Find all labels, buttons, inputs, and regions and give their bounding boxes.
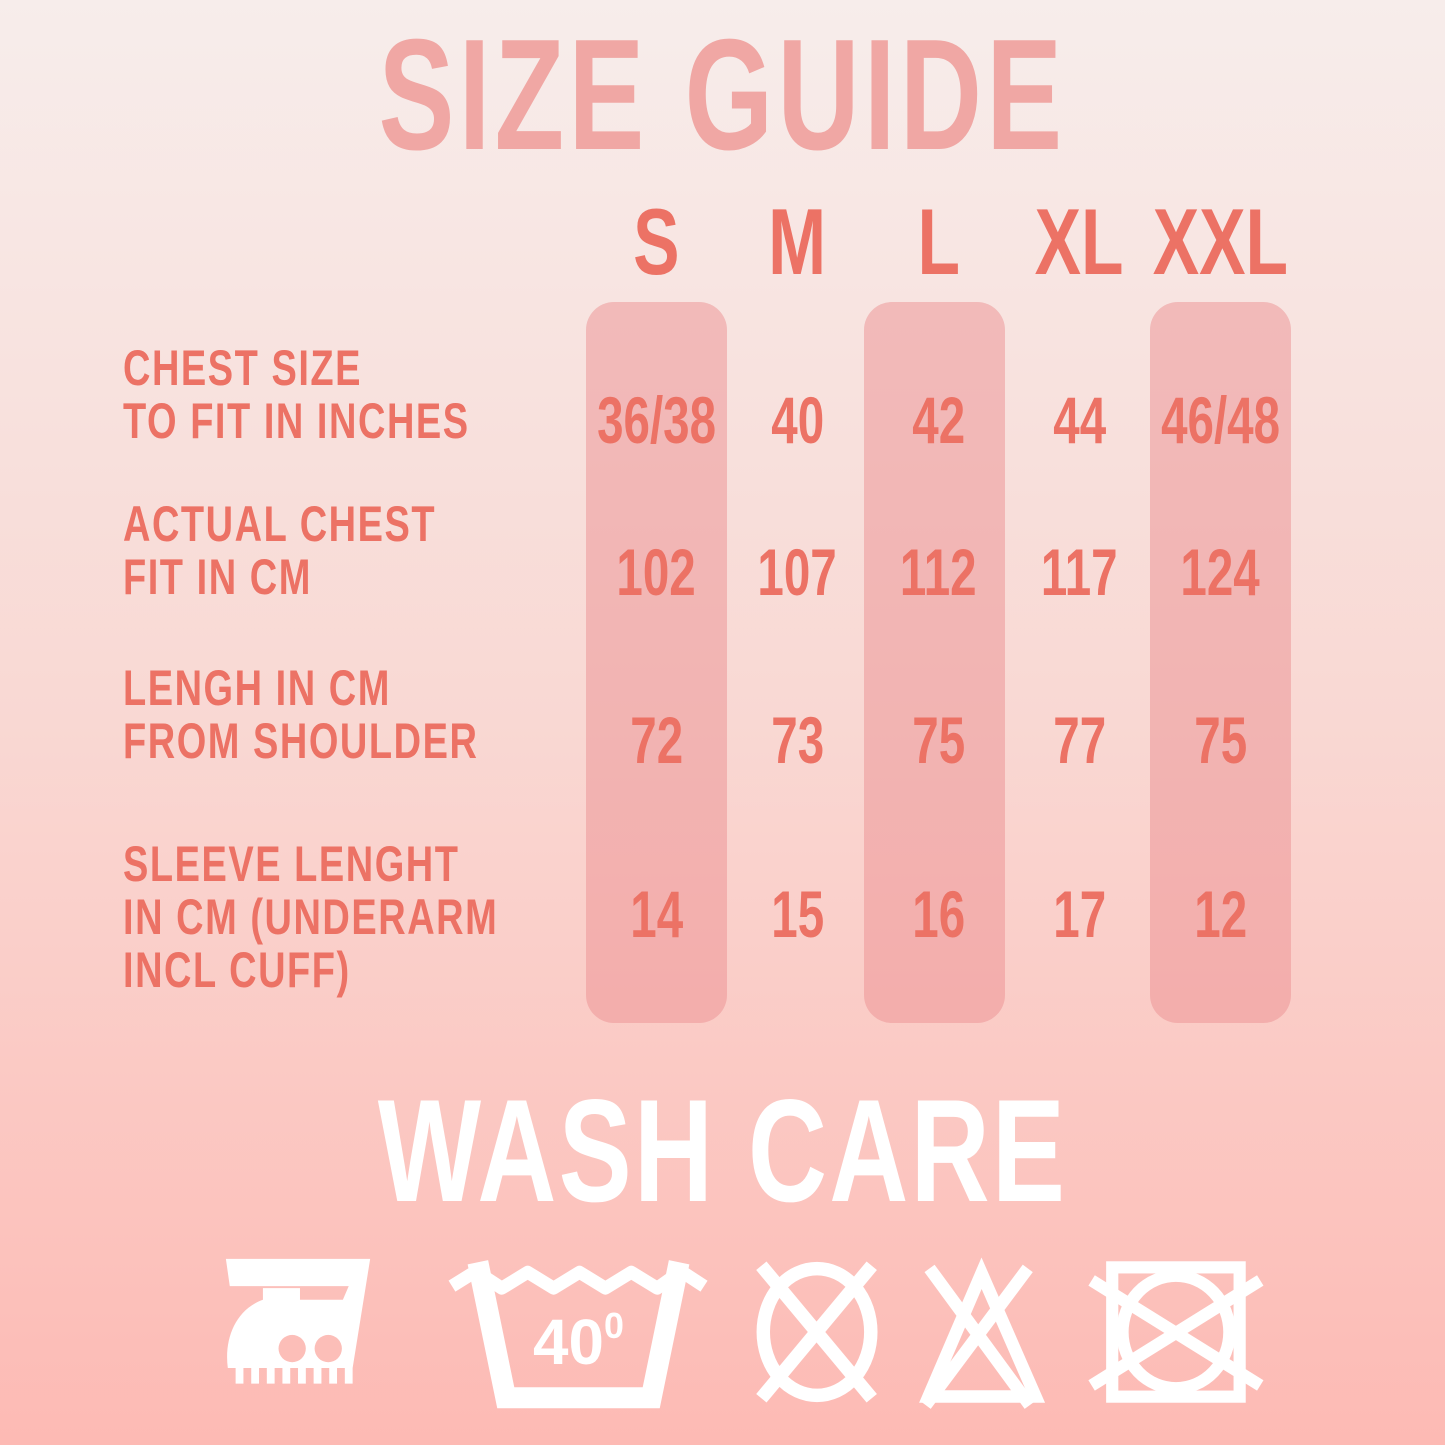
table-row-actual-chest-cm: 102 107 112 117 124 (586, 535, 1291, 609)
wash-temperature: 40 (533, 1306, 604, 1378)
table-cell: 46/48 (1161, 383, 1280, 457)
table-cell: 75 (912, 703, 965, 777)
size-header-m: M (768, 189, 827, 294)
table-cell: 73 (771, 703, 824, 777)
column-highlight-band-xxl (1150, 302, 1291, 1023)
row-label-actual-chest-cm: ACTUAL CHEST FIT IN CM (123, 496, 437, 605)
table-cell: 112 (900, 535, 977, 609)
table-cell: 17 (1053, 877, 1106, 951)
table-cell: 36/38 (597, 383, 716, 457)
table-cell: 40 (771, 383, 824, 457)
table-cell: 42 (912, 383, 965, 457)
table-cell: 16 (912, 877, 965, 951)
size-header-row: S M L XL XXL (586, 189, 1291, 294)
iron-icon (205, 1253, 393, 1409)
table-cell: 44 (1053, 383, 1106, 457)
size-header-xl: XL (1035, 189, 1124, 294)
svg-text:400: 400 (533, 1306, 624, 1378)
table-cell: 75 (1194, 703, 1247, 777)
wash-tub-40-icon: 400 (446, 1246, 710, 1416)
table-cell: 124 (1180, 535, 1261, 609)
column-highlight-band-s (586, 302, 727, 1023)
table-row-sleeve-length: 14 15 16 17 12 (586, 877, 1291, 951)
table-cell: 14 (630, 877, 683, 951)
wash-temperature-superscript: 0 (604, 1306, 624, 1346)
row-label-chest-size-inches: CHEST SIZE TO FIT IN INCHES (123, 340, 470, 449)
table-cell: 72 (630, 703, 683, 777)
table-cell: 107 (757, 535, 838, 609)
page-title: SIZE GUIDE (378, 7, 1067, 183)
table-cell: 15 (771, 877, 824, 951)
table-cell: 117 (1041, 535, 1118, 609)
table-cell: 12 (1194, 877, 1247, 951)
do-not-dry-clean-icon (746, 1250, 890, 1414)
do-not-tumble-dry-icon (1086, 1252, 1264, 1412)
size-header-l: L (917, 189, 960, 294)
size-header-xxl: XXL (1152, 189, 1289, 294)
row-label-sleeve-length: SLEEVE LENGHT IN CM (UNDERARM INCL CUFF) (123, 836, 499, 998)
table-cell: 102 (616, 535, 697, 609)
size-header-s: S (633, 189, 680, 294)
table-row-length-from-shoulder: 72 73 75 77 75 (586, 703, 1291, 777)
wash-care-title: WASH CARE (377, 1069, 1068, 1232)
row-label-length-from-shoulder: LENGH IN CM FROM SHOULDER (123, 660, 479, 769)
table-cell: 77 (1053, 703, 1106, 777)
table-row-chest-size-inches: 36/38 40 42 44 46/48 (586, 383, 1291, 457)
do-not-bleach-icon (918, 1248, 1048, 1414)
column-highlight-band-l (864, 302, 1005, 1023)
